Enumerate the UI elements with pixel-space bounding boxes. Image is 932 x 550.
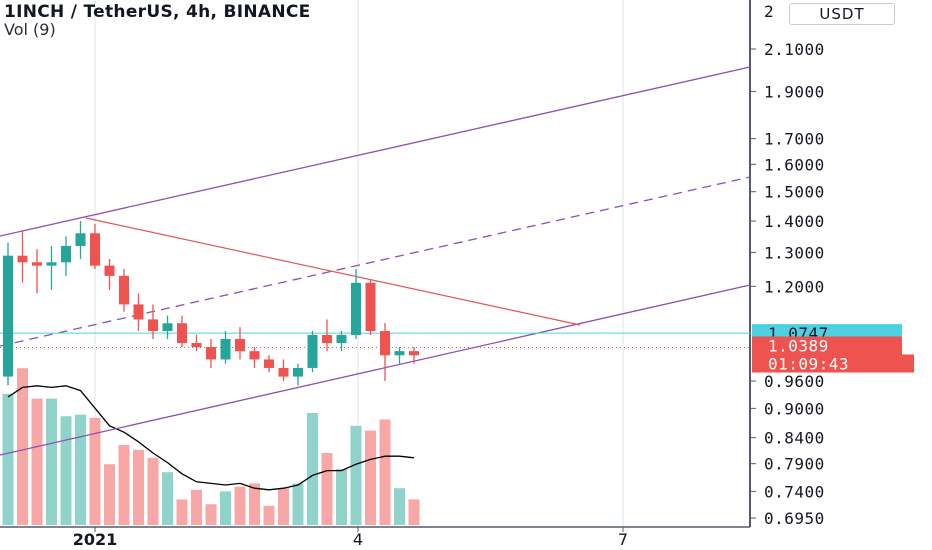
volume-bar — [104, 464, 115, 525]
candle-body — [351, 282, 361, 335]
volume-bar — [379, 419, 391, 525]
candle-body — [17, 255, 28, 263]
price-tick-label: 1.4000 — [764, 212, 825, 231]
candle-body — [119, 275, 129, 305]
channel-mid-line — [0, 176, 751, 347]
candle-body — [249, 351, 260, 360]
bid-price-badge: 1.0389 — [752, 336, 902, 355]
price-tick-label: 1.3000 — [764, 243, 825, 262]
volume-bar — [118, 445, 130, 525]
candle-body — [409, 351, 419, 356]
candle-body — [3, 255, 13, 377]
candle-body — [133, 304, 144, 320]
volume-bar — [17, 368, 28, 525]
volume-ma-line — [7, 385, 415, 491]
time-tick-label: 4 — [353, 530, 363, 549]
chart-title: 1INCH / TetherUS, 4h, BINANCE — [4, 2, 311, 22]
volume-bar — [263, 505, 275, 525]
candle-body — [148, 319, 158, 332]
candle-body — [278, 367, 289, 377]
volume-bar — [89, 417, 101, 525]
candle-body — [206, 347, 216, 360]
volume-bar — [249, 483, 260, 525]
candle-body — [394, 351, 405, 356]
volume-bar — [234, 486, 246, 525]
volume-bar — [365, 430, 376, 525]
countdown-badge: 01:09:43 — [752, 354, 914, 373]
candle-body — [75, 233, 86, 246]
volume-bar — [394, 488, 405, 525]
price-tick-label: 1.9000 — [764, 82, 825, 101]
volume-bar — [31, 398, 43, 525]
volume-bar — [147, 457, 159, 525]
candle-body — [235, 338, 245, 352]
candle-body — [46, 262, 57, 266]
price-tick-label-partial: 2 — [764, 2, 774, 21]
price-tick-label: 0.9600 — [764, 372, 825, 391]
price-tick-label: 0.9000 — [764, 399, 825, 418]
volume-bar — [75, 414, 86, 525]
price-tick-label: 2.1000 — [764, 40, 825, 59]
time-tick-label: 2021 — [73, 530, 118, 549]
volume-bar — [307, 413, 318, 525]
candle-body — [322, 334, 332, 343]
candle-body — [365, 282, 376, 332]
volume-bar — [46, 398, 57, 525]
volume-bar — [60, 416, 72, 525]
volume-bar — [336, 469, 347, 525]
volume-bar — [292, 483, 304, 525]
bid-price-badge-bg — [752, 336, 902, 355]
candle-body — [336, 334, 347, 343]
price-tick-label: 1.6000 — [764, 155, 825, 174]
volume-bar — [2, 393, 14, 525]
countdown-badge-text: 01:09:43 — [768, 354, 849, 373]
bid-price-badge-text: 1.0389 — [768, 336, 829, 355]
candle-body — [380, 331, 390, 356]
resistance-line — [85, 217, 581, 326]
candle-body — [220, 338, 231, 360]
volume-bar — [176, 499, 188, 525]
channel-lower-line — [0, 284, 751, 456]
volume-bar — [133, 449, 144, 525]
volume-bar — [205, 504, 217, 525]
candle-body — [191, 342, 202, 348]
price-tick-label: 0.8400 — [764, 429, 825, 448]
price-tick-label: 0.7900 — [764, 455, 825, 474]
volume-bar — [321, 453, 333, 525]
countdown-badge-bg — [752, 354, 914, 373]
volume-bar — [191, 489, 202, 525]
price-tick-label: 1.5000 — [764, 183, 825, 202]
volume-bar — [350, 425, 362, 525]
candle-body — [177, 323, 187, 343]
channel-upper-line — [0, 66, 751, 237]
candle-body — [307, 334, 318, 368]
volume-bar — [278, 488, 289, 525]
volume-bar — [408, 499, 420, 525]
volume-bar — [162, 472, 173, 525]
currency-unit-button[interactable]: USDT — [789, 3, 895, 25]
price-tick-label: 1.7000 — [764, 130, 825, 149]
volume-bar — [220, 491, 231, 525]
candle-body — [32, 262, 42, 266]
volume-indicator-label: Vol (9) — [4, 20, 56, 39]
candle-body — [293, 367, 303, 377]
price-tick-label: 1.2000 — [764, 277, 825, 296]
candle-body — [104, 265, 115, 276]
candle-body — [162, 323, 173, 332]
candle-body — [61, 245, 71, 263]
price-tick-label: 0.6950 — [764, 509, 825, 528]
candle-body — [90, 233, 100, 266]
candle-body — [264, 359, 274, 368]
price-tick-label: 0.7400 — [764, 482, 825, 501]
time-tick-label: 7 — [618, 530, 628, 549]
